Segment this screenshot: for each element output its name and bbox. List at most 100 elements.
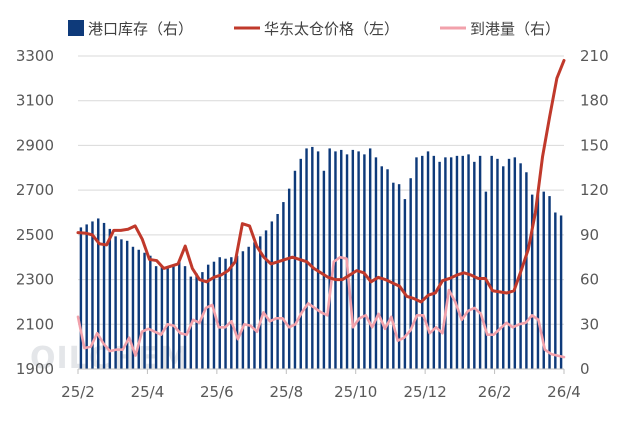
port-inventory-bar — [461, 155, 464, 369]
port-inventory-bar — [455, 155, 459, 369]
port-inventory-bar — [293, 170, 297, 369]
port-inventory-bar — [79, 227, 83, 369]
port-inventory-bar — [305, 148, 308, 369]
arrivals-series-line — [76, 255, 566, 359]
y-right-tick-label: 30 — [580, 315, 599, 333]
port-inventory-bar — [282, 202, 285, 369]
port-inventory-bar — [363, 154, 366, 369]
y-left-tick-label: 2700 — [16, 181, 54, 199]
port-inventory-bar — [421, 155, 424, 369]
port-inventory-bar — [143, 252, 146, 369]
port-inventory-bar — [316, 151, 320, 369]
port-inventory-bar — [137, 249, 140, 369]
port-inventory-bar — [131, 246, 135, 369]
port-inventory-bar — [253, 242, 256, 369]
port-inventory-bar — [374, 157, 378, 369]
y-left-tick-label: 1900 — [16, 360, 54, 378]
port-inventory-bar — [264, 230, 268, 369]
legend-label: 港口库存（右） — [88, 20, 193, 38]
port-inventory-bar — [530, 194, 534, 369]
legend-swatch-bar — [68, 20, 84, 36]
port-inventory-bar — [270, 221, 274, 369]
port-inventory-bar — [149, 255, 152, 369]
y-right-tick-label: 60 — [580, 271, 599, 289]
y-left-tick-label: 2300 — [16, 271, 54, 289]
port-inventory-bar — [386, 169, 389, 369]
port-inventory-bars — [79, 146, 563, 369]
port-inventory-bar — [218, 257, 221, 369]
port-inventory-bar — [357, 151, 360, 369]
port-inventory-bar — [328, 148, 331, 369]
x-tick-label: 25/12 — [404, 383, 447, 401]
port-inventory-bar — [473, 161, 476, 369]
port-inventory-bar — [351, 149, 355, 369]
port-inventory-bar — [536, 194, 540, 369]
port-inventory-bar — [183, 266, 187, 369]
x-tick-label: 25/4 — [131, 383, 165, 401]
x-tick-label: 25/10 — [334, 383, 377, 401]
port-inventory-bar — [502, 166, 505, 369]
y-right-tick-label: 150 — [580, 136, 609, 154]
y-right-tick-label: 180 — [580, 92, 609, 110]
arrivals-line-layer — [76, 255, 566, 359]
port-inventory-bar — [380, 166, 383, 369]
port-inventory-bar — [322, 170, 326, 369]
port-inventory-bar — [178, 261, 181, 369]
port-inventory-bar — [287, 188, 291, 369]
x-tick-label: 26/2 — [478, 383, 512, 401]
port-inventory-bar — [478, 155, 482, 369]
y-right-tick-label: 90 — [580, 226, 599, 244]
port-inventory-bar — [241, 251, 245, 369]
port-inventory-bar — [409, 178, 412, 369]
legend: 港口库存（右） 华东太仓价格（左） 到港量（右） — [68, 20, 560, 38]
port-inventory-bar — [160, 266, 164, 369]
x-tick-label: 25/6 — [200, 383, 234, 401]
port-inventory-bar — [85, 224, 88, 369]
port-inventory-bar — [108, 228, 112, 369]
y-left-tick-label: 3300 — [16, 47, 54, 65]
port-inventory-bar — [392, 182, 395, 369]
port-inventory-bar — [542, 191, 545, 369]
y-right-tick-label: 0 — [580, 360, 590, 378]
x-tick-label: 25/2 — [61, 383, 95, 401]
port-inventory-bar — [496, 158, 499, 369]
y-left-tick-label: 2900 — [16, 136, 54, 154]
y-right-tick-label: 210 — [580, 47, 609, 65]
port-inventory-bar — [559, 215, 563, 369]
port-inventory-bar — [172, 266, 175, 369]
port-inventory-bar — [368, 148, 372, 369]
port-inventory-bar — [224, 258, 227, 369]
legend-label: 到港量（右） — [470, 20, 560, 38]
port-inventory-bar — [519, 163, 522, 369]
port-inventory-bar — [166, 267, 169, 369]
port-inventory-bar — [114, 236, 117, 369]
port-inventory-bar — [554, 212, 557, 369]
port-inventory-bar — [449, 157, 453, 369]
port-inventory-bar — [438, 161, 441, 369]
axes-layer: 1900 2100 2300 2500 2700 2900 3100 3300 0 30 60 90 1… — [16, 47, 609, 401]
legend-label: 华东太仓价格（左） — [264, 20, 399, 38]
port-inventory-bar — [432, 155, 436, 369]
y-left-tick-label: 2500 — [16, 226, 54, 244]
port-inventory-bar — [154, 266, 158, 369]
port-inventory-bar — [206, 264, 210, 369]
port-inventory-bar — [230, 257, 233, 369]
port-inventory-bar — [513, 157, 517, 369]
port-inventory-bar — [397, 184, 401, 369]
port-inventory-bar — [415, 157, 418, 369]
port-inventory-bar — [201, 272, 204, 369]
y-left-tick-label: 3100 — [16, 92, 54, 110]
port-inventory-bar — [548, 196, 551, 369]
port-inventory-bar — [507, 158, 511, 369]
port-inventory-bar — [340, 149, 343, 369]
port-inventory-bar — [490, 155, 493, 369]
taicang-price-line-layer — [76, 58, 566, 304]
port-inventory-bar — [125, 240, 129, 369]
port-inventory-bar — [299, 158, 302, 369]
port-inventory-bar — [120, 239, 123, 369]
y-left-tick-label: 2100 — [16, 315, 54, 333]
taicang-price-series-line — [76, 58, 566, 304]
y-right-tick-label: 120 — [580, 181, 609, 199]
